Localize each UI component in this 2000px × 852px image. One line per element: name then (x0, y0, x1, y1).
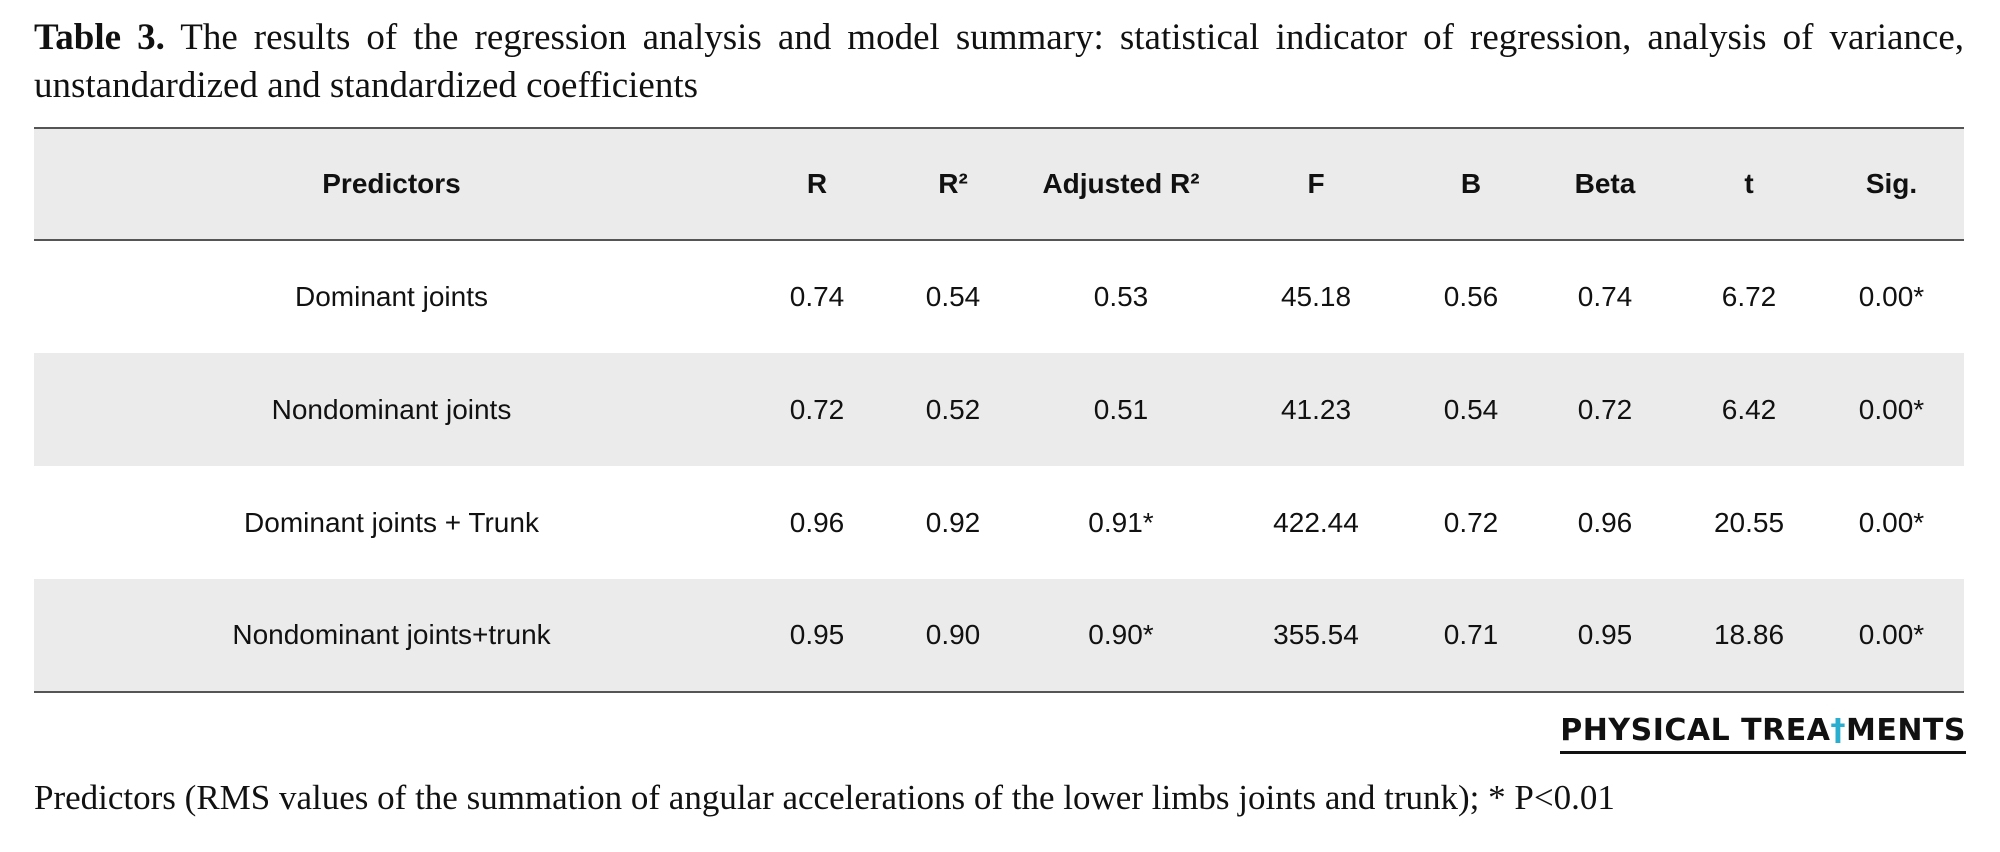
cell-beta: 0.74 (1577, 281, 1633, 312)
cell-b: 0.71 (1411, 579, 1531, 693)
cell-beta: 0.72 (1577, 393, 1633, 425)
table-footnote: Predictors (RMS values of the summation … (34, 778, 1615, 817)
table-number: Table 3. (34, 17, 165, 58)
cell-predictor: Dominant joints (295, 281, 488, 312)
cell-sig: 0.00* (1858, 393, 1925, 425)
cell-r: 0.96 (789, 506, 845, 538)
cell-r-squared: 0.54 (925, 281, 981, 312)
regression-table: Predictors R R² Adjusted R² F B Beta t S… (34, 127, 1964, 693)
cell-predictor: Nondominant joints (271, 393, 512, 425)
cell-r: 0.72 (789, 393, 845, 425)
cell-r: 0.74 (789, 281, 845, 312)
table-row: Nondominant joints+trunk 0.95 0.90 0.90*… (34, 579, 1964, 693)
regression-table-container: Predictors R R² Adjusted R² F B Beta t S… (34, 127, 1964, 693)
header-adjusted-r-squared: Adjusted R² (1021, 127, 1221, 241)
cell-r-squared: 0.90 (885, 579, 1021, 693)
cell-adjusted-r-squared: 0.90* (1021, 579, 1221, 693)
table-row: Dominant joints 0.74 0.54 0.53 45.18 0.5… (34, 240, 1964, 353)
logo-text-end: MENTS (1845, 713, 1966, 748)
cell-adjusted-r-squared: 0.51 (1093, 393, 1149, 425)
cell-b: 0.56 (1443, 281, 1499, 312)
cell-t: 6.42 (1721, 393, 1777, 425)
cell-f: 41.23 (1280, 393, 1352, 425)
cell-predictor: Dominant joints + Trunk (244, 506, 539, 538)
cell-adjusted-r-squared: 0.91* (1088, 506, 1154, 538)
header-beta: Beta (1531, 127, 1679, 241)
table-caption: Table 3. The results of the regression a… (34, 14, 1964, 110)
header-r: R (749, 127, 885, 241)
cell-beta: 0.95 (1531, 579, 1679, 693)
cell-adjusted-r-squared: 0.53 (1093, 281, 1149, 312)
table-header-row: Predictors R R² Adjusted R² F B Beta t S… (34, 127, 1964, 241)
header-t: t (1679, 127, 1819, 241)
header-predictors: Predictors (34, 127, 749, 241)
cell-f: 45.18 (1280, 281, 1352, 312)
logo-figure-icon: † (1830, 713, 1846, 748)
cell-r-squared: 0.52 (925, 393, 981, 425)
cell-t: 6.72 (1721, 281, 1777, 312)
header-sig: Sig. (1819, 127, 1964, 241)
caption-text: The results of the regression analysis a… (34, 17, 1964, 106)
cell-f: 422.44 (1273, 506, 1359, 538)
cell-r: 0.95 (749, 579, 885, 693)
cell-t: 20.55 (1713, 506, 1785, 538)
cell-beta: 0.96 (1577, 506, 1633, 538)
table-row: Dominant joints + Trunk 0.96 0.92 0.91* … (34, 466, 1964, 579)
header-r-squared: R² (885, 127, 1021, 241)
table-row: Nondominant joints 0.72 0.52 0.51 41.23 … (34, 353, 1964, 466)
cell-sig: 0.00* (1819, 579, 1964, 693)
cell-f: 355.54 (1221, 579, 1411, 693)
physical-treatments-logo: PHYSICAL TREA†MENTS (1560, 712, 1966, 754)
cell-sig: 0.00* (1858, 281, 1925, 312)
cell-b: 0.72 (1443, 506, 1499, 538)
cell-sig: 0.00* (1858, 506, 1925, 538)
cell-t: 18.86 (1679, 579, 1819, 693)
cell-b: 0.54 (1443, 393, 1499, 425)
cell-predictor: Nondominant joints+trunk (34, 579, 749, 693)
cell-r-squared: 0.92 (925, 506, 981, 538)
header-f: F (1221, 127, 1411, 241)
logo-text-start: PHYSICAL TREA (1560, 713, 1831, 748)
header-b: B (1411, 127, 1531, 241)
